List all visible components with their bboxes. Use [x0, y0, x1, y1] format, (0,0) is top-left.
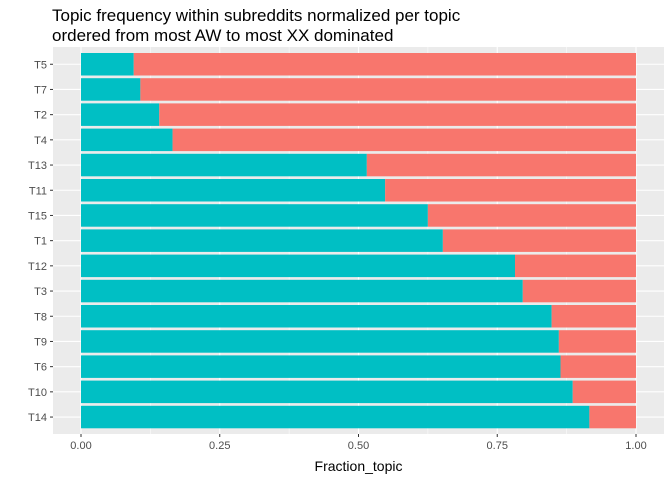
chart-subtitle-line: ordered from most AW to most XX dominate… — [52, 26, 394, 45]
bar-segment-T15 — [81, 204, 428, 227]
bar-segment-T3 — [522, 279, 636, 303]
bar-segment-T1 — [81, 229, 443, 252]
y-tick-label: T6 — [34, 362, 47, 374]
y-tick-label: T3 — [34, 286, 47, 298]
x-tick-label: 0.50 — [348, 440, 369, 452]
bar-segment-T1 — [442, 229, 636, 252]
bar-segment-T10 — [81, 380, 573, 404]
bar-segment-T4 — [172, 128, 636, 152]
bar-segment-T5 — [133, 53, 636, 76]
bar-segment-T11 — [385, 179, 636, 202]
bar-segment-T14 — [81, 405, 590, 429]
y-tick-label: T15 — [28, 210, 47, 222]
bar-segment-T13 — [81, 153, 367, 177]
bar-segment-T8 — [551, 305, 636, 328]
bar-segment-T12 — [81, 254, 516, 278]
y-tick-label: T2 — [34, 110, 47, 122]
y-tick-label: T4 — [34, 135, 47, 147]
chart-title-line: Topic frequency within subreddits normal… — [52, 6, 461, 25]
y-tick-label: T8 — [34, 311, 47, 323]
x-axis-title: Fraction_topic — [315, 458, 403, 474]
bar-segment-T5 — [81, 53, 134, 76]
bar-segment-T3 — [81, 279, 523, 303]
chart-title: Topic frequency within subreddits normal… — [52, 6, 460, 46]
x-tick-label: 1.00 — [625, 440, 646, 452]
bar-segment-T6 — [81, 355, 561, 378]
y-tick-label: T7 — [34, 84, 47, 96]
bar-segment-T11 — [81, 179, 386, 202]
bar-segment-T2 — [159, 103, 636, 126]
bar-segment-T12 — [515, 254, 636, 278]
bar-segment-T7 — [140, 78, 636, 101]
y-tick-label: T9 — [34, 336, 47, 348]
bar-segment-T15 — [427, 204, 636, 227]
x-tick-label: 0.25 — [209, 440, 230, 452]
y-tick-label: T14 — [28, 412, 47, 424]
y-axis: T5 T7 T2 T4 T13 T11 T15 T1 T12 T3 T8 T9 T6 T10 T14 — [28, 59, 53, 424]
y-tick-label: T10 — [28, 387, 47, 399]
bar-segment-T9 — [81, 330, 559, 353]
bar-segment-T8 — [81, 305, 552, 328]
x-tick-label: 0.00 — [70, 440, 91, 452]
bar-segment-T10 — [572, 380, 636, 404]
bar-segment-T14 — [589, 405, 636, 429]
y-tick-label: T12 — [28, 261, 47, 273]
bars-layer — [81, 53, 636, 429]
x-tick-label: 0.75 — [487, 440, 508, 452]
y-tick-label: T5 — [34, 59, 47, 71]
y-tick-label: T1 — [34, 236, 47, 248]
bar-segment-T7 — [81, 78, 141, 101]
bar-segment-T9 — [558, 330, 636, 353]
bar-segment-T4 — [81, 128, 173, 152]
bar-segment-T13 — [366, 153, 636, 177]
x-axis: 0.00 0.25 0.50 0.75 1.00 — [70, 434, 647, 452]
bar-segment-T6 — [560, 355, 636, 378]
y-tick-label: T13 — [28, 160, 47, 172]
bar-segment-T2 — [81, 103, 160, 126]
y-tick-label: T11 — [29, 185, 47, 197]
